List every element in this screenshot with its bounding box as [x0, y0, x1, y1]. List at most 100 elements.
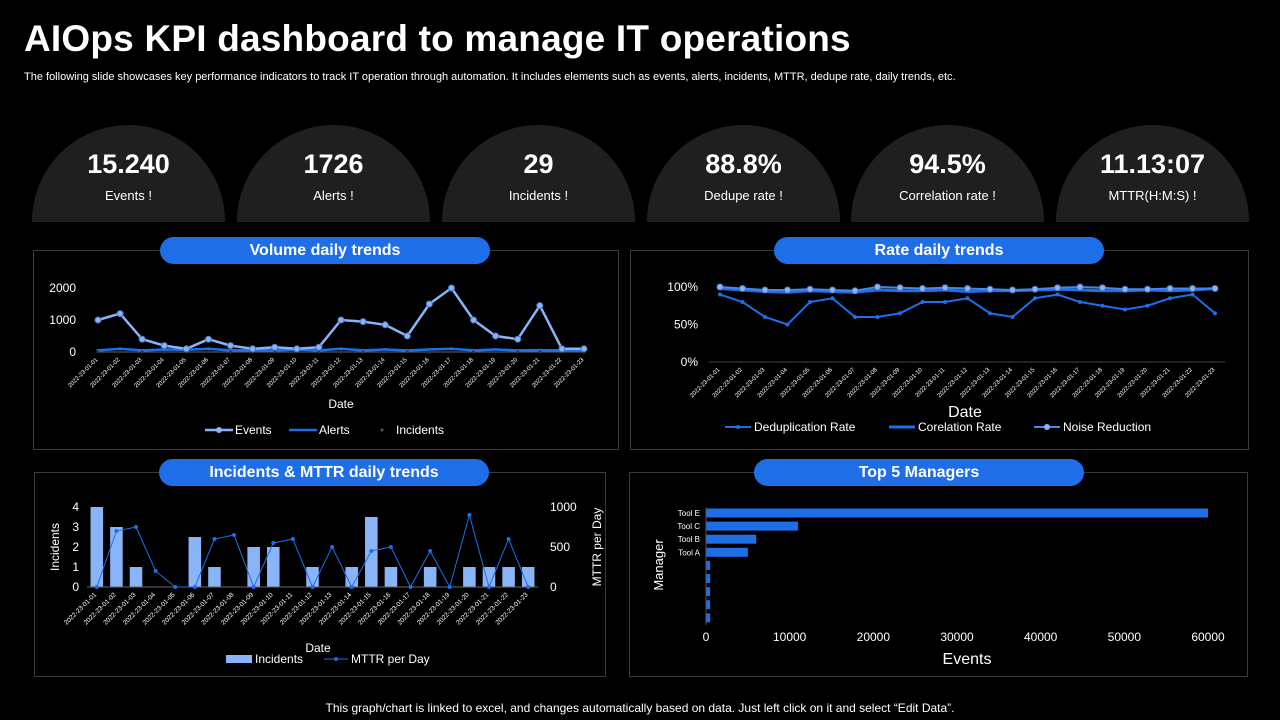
volume-chart[interactable]: 0100020002022-23-01-012022-23-01-022022-…: [34, 251, 618, 449]
incidents-bar: [247, 547, 260, 587]
manager-bar: [706, 600, 711, 610]
deduplication-point: [763, 315, 767, 319]
legend-label-events: Events: [235, 423, 272, 437]
kpi-value: 94.5%: [909, 149, 986, 179]
y-tick-label: Tool E: [678, 509, 700, 518]
kpi-dedupe-rate[interactable]: 88.8% Dedupe rate !: [647, 125, 840, 222]
mttr-point: [232, 533, 237, 537]
events-point: [536, 302, 544, 310]
noise-point: [806, 285, 814, 293]
noise-point: [1121, 285, 1129, 293]
incidents-bar: [384, 567, 398, 587]
mttr-point: [506, 537, 511, 541]
incidents-point: [206, 350, 210, 354]
kpi-label: Events !: [105, 188, 152, 203]
deduplication-point: [853, 315, 857, 319]
legend-label-mttr: MTTR per Day: [351, 652, 430, 666]
kpi-events[interactable]: 15.240 Events !: [32, 125, 225, 222]
x-axis-title: Events: [943, 651, 992, 668]
y2-axis-title: MTTR per Day: [590, 508, 604, 587]
manager-bar: [706, 587, 711, 597]
y-tick-label: 50%: [674, 318, 698, 332]
x-tick-label: 10000: [773, 630, 807, 644]
x-axis-title: Date: [305, 641, 331, 655]
kpi-mttr[interactable]: 11.13:07 MTTR(H:M:S) !: [1056, 125, 1249, 222]
mttr-point: [192, 585, 197, 589]
legend-marker-events: [216, 427, 222, 433]
mttr-point: [114, 529, 119, 533]
volume-chart-title: Volume daily trends: [160, 237, 490, 264]
y-tick-label: 1: [72, 560, 79, 574]
mttr-point: [526, 585, 531, 589]
y-tick-label: 2000: [49, 281, 76, 295]
managers-chart-title: Top 5 Managers: [754, 459, 1084, 486]
kpi-label: Correlation rate !: [899, 188, 996, 203]
kpi-alerts[interactable]: 1726 Alerts !: [237, 125, 430, 222]
kpi-value: 29: [523, 149, 554, 179]
incidents-bar: [423, 567, 437, 587]
managers-chart[interactable]: Tool E Tool C Tool B Tool A 0 10000 20000 30000…: [630, 473, 1247, 676]
events-point: [204, 335, 212, 343]
events-point: [249, 345, 257, 353]
manager-bar: [706, 613, 711, 623]
mttr-point: [330, 545, 335, 549]
deduplication-point: [808, 300, 812, 304]
events-point: [271, 343, 279, 351]
events-point: [359, 318, 367, 326]
mttr-point: [290, 537, 295, 541]
kpi-label: Dedupe rate !: [704, 188, 783, 203]
kpi-correlation-rate[interactable]: 94.5% Correlation rate !: [851, 125, 1044, 222]
x-tick-label: 0: [703, 630, 710, 644]
legend-swatch-incidents: [226, 655, 252, 663]
incidents-point: [229, 350, 233, 354]
deduplication-point: [875, 315, 880, 319]
deduplication-point: [1010, 315, 1015, 319]
alerts-point: [118, 347, 122, 351]
events-point: [492, 332, 500, 340]
incidents-bar: [463, 567, 476, 587]
rate-chart-title: Rate daily trends: [774, 237, 1104, 264]
rate-chart[interactable]: 0%50%100%2022-23-01-012022-23-01-022022-…: [631, 251, 1248, 449]
deduplication-point: [740, 300, 745, 304]
events-point: [580, 345, 588, 353]
deduplication-point: [920, 300, 925, 304]
noise-point: [986, 285, 994, 293]
mttr-point: [251, 585, 256, 589]
mttr-point: [428, 549, 433, 553]
events-point: [381, 321, 389, 329]
incidents-mttr-chart[interactable]: 0 1 2 3 4 0 500 1000 Incidents MTTR per Day 2022-2…: [35, 473, 605, 676]
alerts-point: [449, 347, 453, 351]
events-point: [403, 332, 411, 340]
deduplication-point: [718, 292, 722, 297]
incidents-point: [383, 350, 387, 354]
x-tick-label: 50000: [1108, 630, 1142, 644]
events-point: [470, 316, 478, 324]
manager-bar: [706, 547, 748, 557]
noise-point: [1189, 285, 1196, 292]
panel-volume-daily-trends: 0 1000 2000 2022-23-01-01 2022-23-01-02 2022-…: [33, 250, 619, 450]
kpi-incidents[interactable]: 29 Incidents !: [442, 125, 635, 222]
events-point: [337, 316, 345, 324]
deduplication-point: [898, 311, 902, 316]
deduplication-point: [1055, 292, 1060, 297]
mttr-point: [153, 569, 158, 573]
incidents-bar: [521, 567, 535, 587]
noise-point: [829, 286, 836, 294]
kpi-label: MTTR(H:M:S) !: [1108, 188, 1197, 203]
incidents-point: [361, 350, 365, 354]
legend-marker-incidents: [380, 428, 384, 432]
deduplication-point: [1123, 307, 1127, 312]
noise-point: [739, 285, 746, 292]
alerts-point: [339, 347, 343, 351]
legend-label-incidents: Incidents: [396, 423, 444, 437]
mttr-point: [467, 513, 472, 517]
mttr-point: [271, 541, 276, 545]
events-point: [138, 335, 146, 343]
incidents-point: [162, 350, 166, 354]
mttr-point: [212, 537, 217, 541]
x-tick-label: 60000: [1191, 630, 1225, 644]
events-point: [116, 310, 124, 318]
y2-tick-label: 0: [550, 580, 557, 594]
y-tick-label: 3: [72, 520, 79, 534]
mttr-point: [134, 525, 139, 529]
